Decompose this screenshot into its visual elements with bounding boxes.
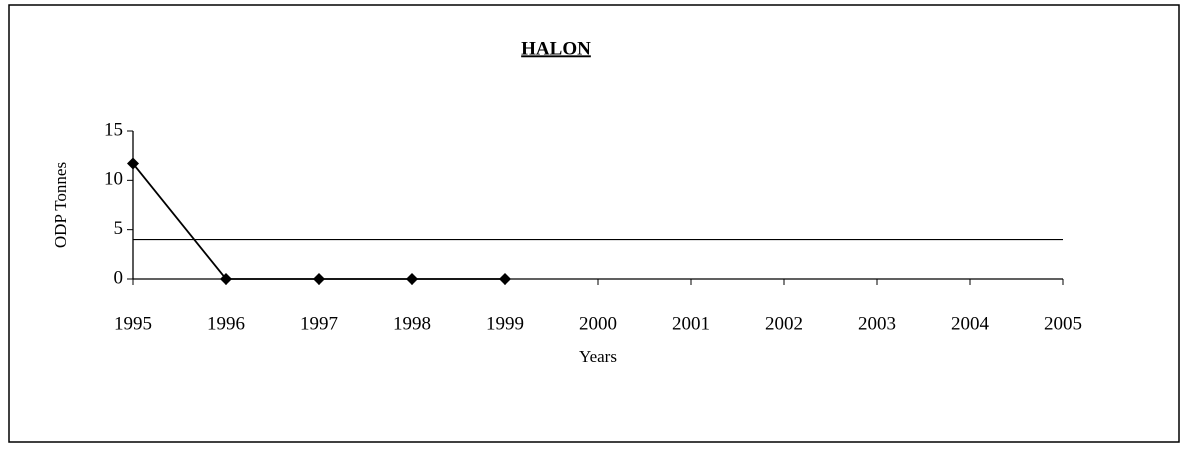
x-tick-label: 1997 [300,313,338,334]
x-tick-label: 1998 [393,313,431,334]
data-point [220,273,232,285]
y-tick-label: 10 [104,169,123,190]
x-axis-label: Years [579,347,617,366]
x-tick-label: 2000 [579,313,617,334]
data-point [313,273,325,285]
x-tick-label: 1995 [114,313,152,334]
frame [8,4,1180,443]
y-tick-label: 5 [114,218,124,239]
y-tick-label: 15 [104,119,123,140]
x-tick-label: 2003 [858,313,896,334]
x-tick-label: 2001 [672,313,710,334]
chart-title: HALON [521,38,591,59]
data-point [406,273,418,285]
x-tick-label: 1996 [207,313,245,334]
x-tick-label: 2002 [765,313,803,334]
x-tick-label: 1999 [486,313,524,334]
x-tick-label: 2005 [1044,313,1082,334]
x-tick-label: 2004 [951,313,990,334]
y-tick-label: 0 [114,267,124,288]
series-line [132,162,505,280]
data-point [127,157,139,170]
y-axis-label: ODP Tonnes [51,162,70,248]
data-point [499,273,511,285]
